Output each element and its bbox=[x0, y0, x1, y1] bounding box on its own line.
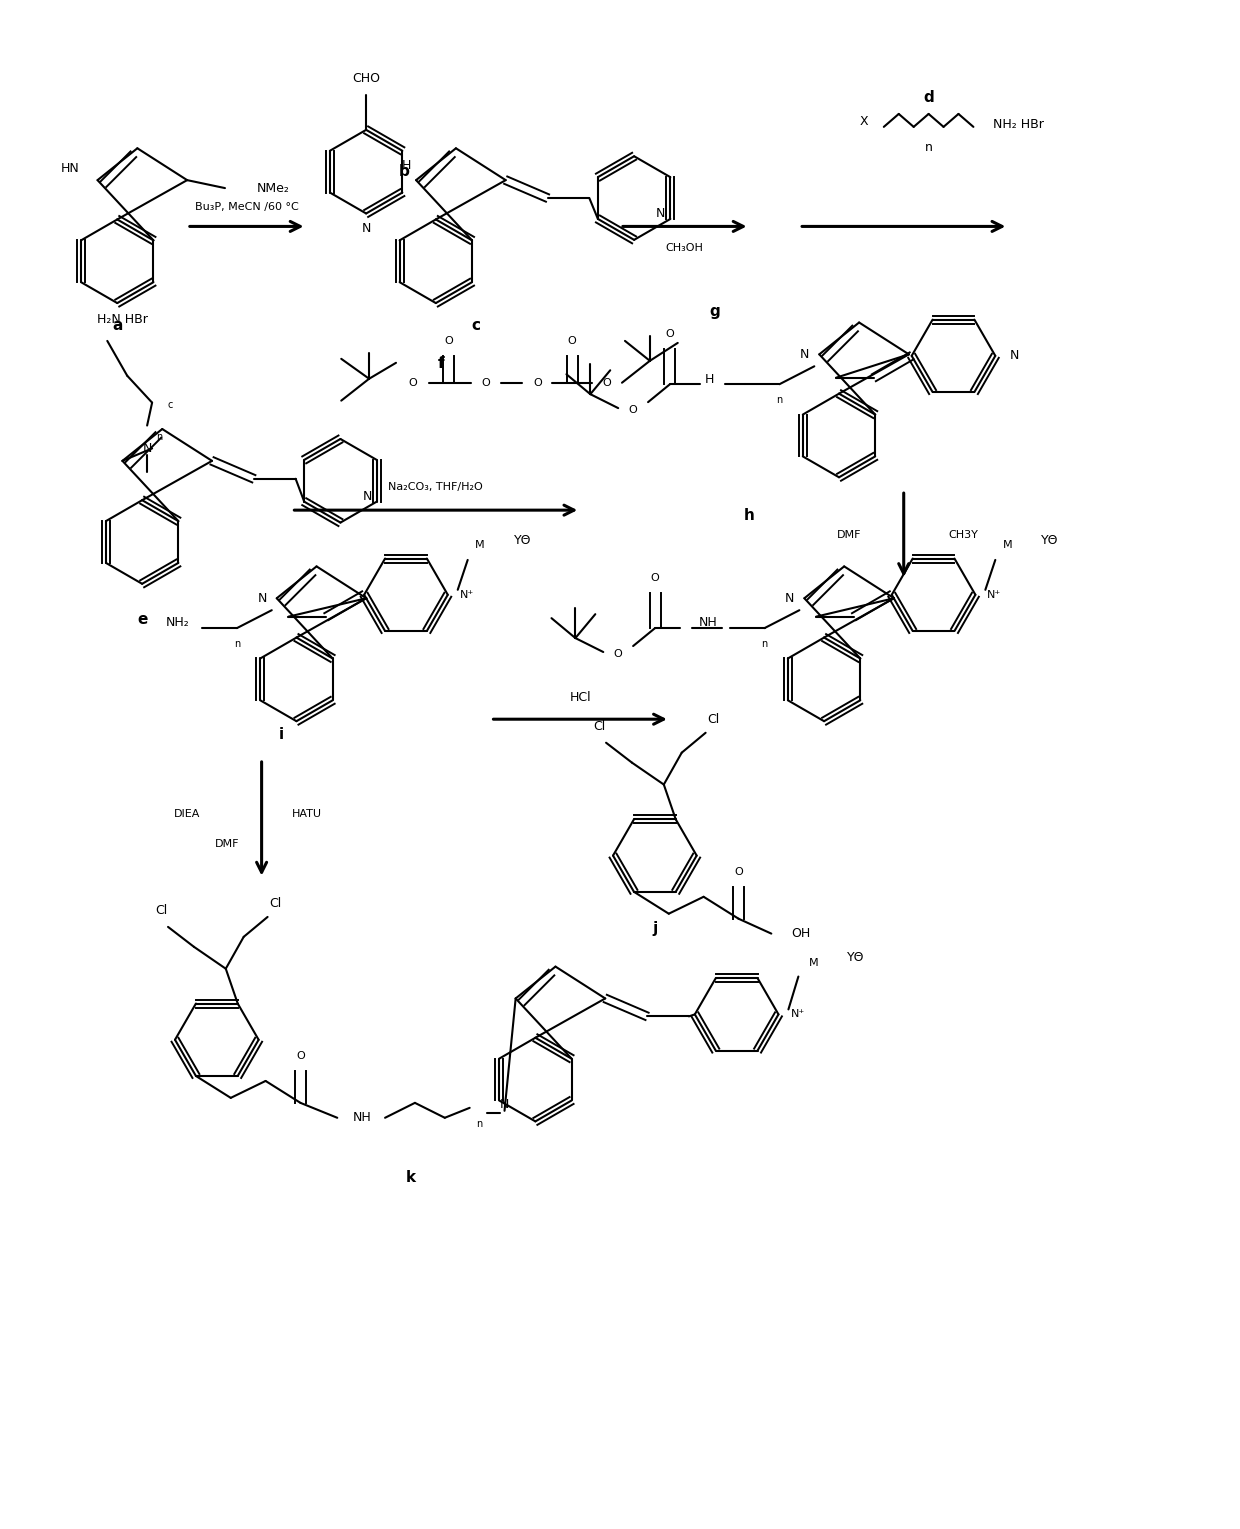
Text: YΘ: YΘ bbox=[847, 951, 864, 965]
Text: X: X bbox=[859, 115, 868, 128]
Text: O: O bbox=[603, 378, 611, 388]
Text: N: N bbox=[143, 442, 151, 456]
Text: HN: HN bbox=[61, 162, 79, 174]
Text: f: f bbox=[438, 356, 444, 372]
Text: O: O bbox=[408, 378, 418, 388]
Text: HATU: HATU bbox=[291, 809, 321, 818]
Text: N: N bbox=[785, 592, 795, 605]
Text: Na₂CO₃, THF/H₂O: Na₂CO₃, THF/H₂O bbox=[388, 482, 484, 492]
Text: Cl: Cl bbox=[708, 714, 719, 726]
Text: O: O bbox=[481, 378, 490, 388]
Text: n: n bbox=[925, 141, 932, 154]
Text: OH: OH bbox=[791, 927, 811, 940]
Text: n: n bbox=[476, 1119, 482, 1128]
Text: O: O bbox=[533, 378, 542, 388]
Text: N⁺: N⁺ bbox=[987, 590, 1002, 599]
Text: N: N bbox=[1011, 349, 1019, 362]
Text: e: e bbox=[136, 612, 148, 627]
Text: d: d bbox=[924, 90, 934, 104]
Text: NH: NH bbox=[353, 1112, 372, 1124]
Text: Cl: Cl bbox=[593, 720, 605, 734]
Text: h: h bbox=[744, 508, 755, 523]
Text: H: H bbox=[706, 373, 714, 385]
Text: n: n bbox=[234, 639, 241, 648]
Text: N: N bbox=[800, 347, 810, 361]
Text: O: O bbox=[629, 405, 637, 414]
Text: Bu₃P, MeCN /60 °C: Bu₃P, MeCN /60 °C bbox=[195, 202, 299, 211]
Text: i: i bbox=[279, 726, 284, 742]
Text: O: O bbox=[614, 648, 622, 659]
Text: k: k bbox=[405, 1170, 415, 1185]
Text: Cl: Cl bbox=[269, 898, 281, 910]
Text: O: O bbox=[444, 336, 453, 346]
Text: M: M bbox=[1002, 540, 1012, 550]
Text: N: N bbox=[258, 592, 267, 605]
Text: YΘ: YΘ bbox=[513, 534, 531, 546]
Text: DMF: DMF bbox=[215, 838, 239, 849]
Text: M: M bbox=[475, 540, 485, 550]
Text: N: N bbox=[362, 491, 372, 503]
Text: N⁺: N⁺ bbox=[460, 590, 474, 599]
Text: H₂N HBr: H₂N HBr bbox=[97, 312, 148, 326]
Text: CHO: CHO bbox=[352, 72, 381, 84]
Text: CH3Y: CH3Y bbox=[949, 531, 978, 540]
Text: NH: NH bbox=[698, 616, 717, 628]
Text: NMe₂: NMe₂ bbox=[257, 182, 290, 194]
Text: c: c bbox=[167, 399, 172, 410]
Text: g: g bbox=[709, 304, 720, 318]
Text: N: N bbox=[500, 1098, 510, 1112]
Text: j: j bbox=[652, 920, 657, 936]
Text: NH₂: NH₂ bbox=[165, 616, 188, 628]
Text: N: N bbox=[361, 222, 371, 235]
Text: n: n bbox=[776, 394, 782, 405]
Text: b: b bbox=[398, 164, 409, 179]
Text: O: O bbox=[734, 867, 743, 878]
Text: a: a bbox=[112, 318, 123, 333]
Text: NH₂ HBr: NH₂ HBr bbox=[993, 118, 1044, 131]
Text: c: c bbox=[471, 318, 480, 333]
Text: DMF: DMF bbox=[837, 531, 862, 540]
Text: DIEA: DIEA bbox=[174, 809, 200, 818]
Text: N⁺: N⁺ bbox=[790, 1009, 805, 1020]
Text: N: N bbox=[656, 208, 666, 220]
Text: H: H bbox=[402, 159, 412, 171]
Text: HCl: HCl bbox=[569, 691, 591, 703]
Text: O: O bbox=[651, 573, 660, 584]
Text: O: O bbox=[568, 336, 577, 346]
Text: Cl: Cl bbox=[155, 905, 167, 917]
Text: M: M bbox=[808, 957, 818, 968]
Text: O: O bbox=[296, 1050, 305, 1061]
Text: n: n bbox=[156, 433, 162, 442]
Text: YΘ: YΘ bbox=[1042, 534, 1059, 546]
Text: CH₃OH: CH₃OH bbox=[666, 243, 703, 254]
Text: n: n bbox=[761, 639, 768, 648]
Text: O: O bbox=[666, 329, 675, 339]
